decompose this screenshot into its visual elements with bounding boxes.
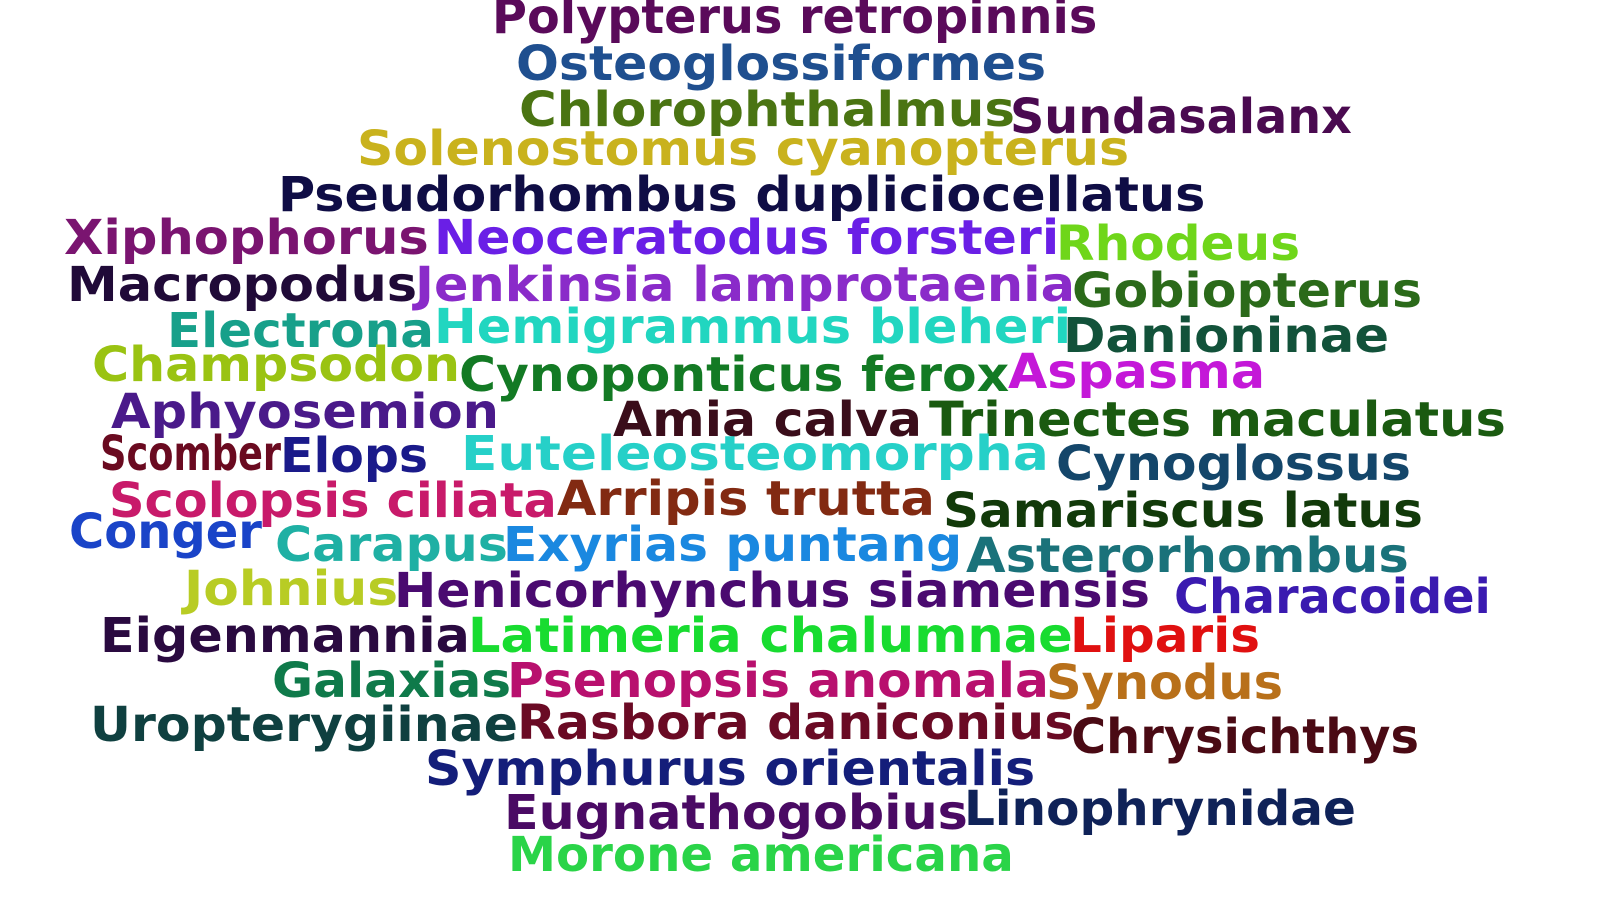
word-eigenmannia: Eigenmannia	[100, 608, 470, 665]
word-latimeria-chalumnae: Latimeria chalumnae	[468, 608, 1073, 665]
word-carapus: Carapus	[275, 517, 508, 574]
word-polypterus-retropinnis: Polypterus retropinnis	[492, 0, 1098, 46]
word-amia-calva: Amia calva	[613, 392, 922, 449]
word-conger: Conger	[69, 504, 262, 561]
word-symphurus-orientalis: Symphurus orientalis	[425, 741, 1036, 798]
word-gobiopterus: Gobiopterus	[1072, 263, 1423, 320]
word-neoceratodus-forsteri: Neoceratodus forsteri	[434, 210, 1060, 267]
word-cynoponticus-ferox: Cynoponticus ferox	[459, 347, 1010, 404]
word-scolopsis-ciliata: Scolopsis ciliata	[109, 473, 557, 530]
word-pseudorhombus-dupliciocellatus: Pseudorhombus dupliciocellatus	[278, 167, 1206, 224]
word-scomber: Scomber	[100, 426, 282, 483]
word-samariscus-latus: Samariscus latus	[943, 483, 1423, 540]
word-elops: Elops	[280, 428, 429, 485]
word-aspasma: Aspasma	[1008, 344, 1266, 401]
word-uropterygiinae: Uropterygiinae	[90, 697, 518, 754]
word-xiphophorus: Xiphophorus	[64, 210, 429, 267]
word-solenostomus-cyanopterus: Solenostomus cyanopterus	[357, 121, 1130, 178]
word-macropodus: Macropodus	[67, 257, 418, 314]
word-eugnathogobius: Eugnathogobius	[504, 785, 968, 842]
word-morone-americana: Morone americana	[508, 827, 1014, 884]
word-liparis: Liparis	[1070, 608, 1260, 665]
word-synodus: Synodus	[1046, 655, 1284, 712]
word-asterorhombus: Asterorhombus	[966, 528, 1409, 585]
word-chrysichthys: Chrysichthys	[1071, 709, 1419, 766]
word-aphyosemion: Aphyosemion	[111, 384, 500, 441]
word-electrona: Electrona	[167, 303, 434, 360]
word-sundasalanx: Sundasalanx	[1010, 89, 1352, 146]
word-henicorhynchus-siamensis: Henicorhynchus siamensis	[394, 563, 1150, 620]
word-characoidei: Characoidei	[1174, 569, 1491, 626]
word-champsodon: Champsodon	[92, 337, 461, 394]
word-rhodeus: Rhodeus	[1056, 216, 1301, 273]
word-arripis-trutta: Arripis trutta	[557, 471, 935, 528]
word-hemigrammus-bleheri: Hemigrammus bleheri	[434, 299, 1072, 356]
word-jenkinsia-lamprotaenia: Jenkinsia lamprotaenia	[415, 257, 1075, 314]
word-linophrynidae: Linophrynidae	[964, 781, 1356, 838]
word-euteleosteomorpha: Euteleosteomorpha	[461, 426, 1049, 483]
word-galaxias: Galaxias	[272, 653, 512, 710]
word-danioninae: Danioninae	[1063, 308, 1390, 365]
word-osteoglossiformes: Osteoglossiformes	[516, 36, 1047, 93]
word-psenopsis-anomala: Psenopsis anomala	[507, 653, 1049, 710]
word-exyrias-puntang: Exyrias puntang	[503, 517, 963, 574]
word-johnius: Johnius	[184, 561, 399, 618]
word-trinectes-maculatus: Trinectes maculatus	[929, 392, 1506, 449]
word-cynoglossus: Cynoglossus	[1056, 436, 1411, 493]
word-rasbora-daniconius: Rasbora daniconius	[517, 695, 1075, 752]
word-chlorophthalmus: Chlorophthalmus	[519, 82, 1016, 139]
